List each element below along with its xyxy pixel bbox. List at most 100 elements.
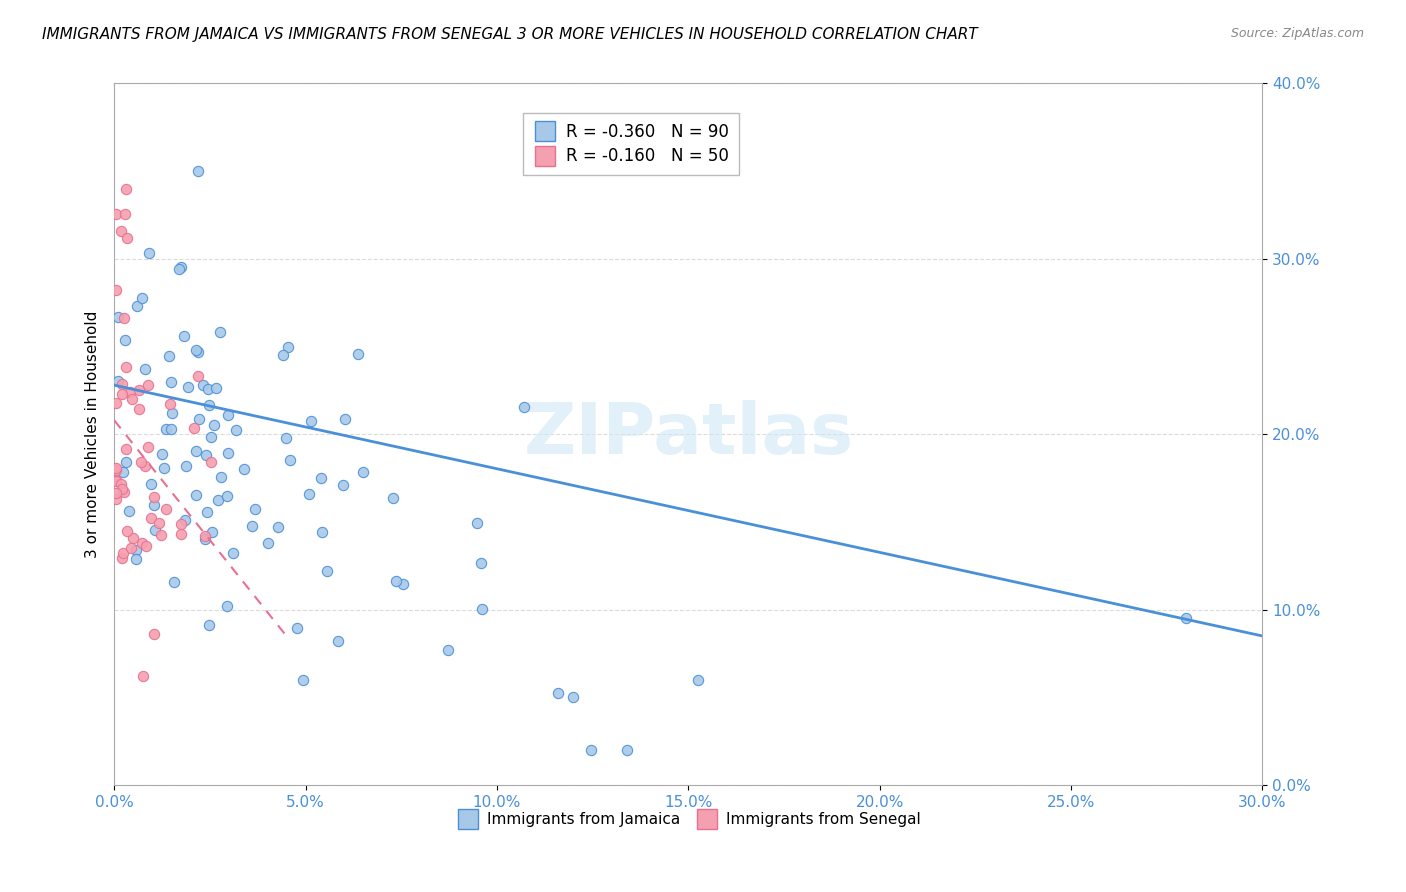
- Point: [139, 511, 162, 525]
- Point: [277, 340, 299, 354]
- Point: [195, 506, 218, 520]
- Point: [183, 421, 205, 435]
- Point: [207, 493, 229, 508]
- Point: [134, 361, 156, 376]
- Point: [200, 430, 222, 444]
- Point: [273, 348, 295, 362]
- Point: [148, 516, 170, 531]
- Point: [328, 634, 350, 648]
- Point: [152, 460, 174, 475]
- Point: [202, 417, 225, 432]
- Point: [392, 577, 415, 591]
- Point: [267, 520, 290, 534]
- Point: [135, 539, 157, 553]
- Point: [136, 378, 159, 392]
- Point: [217, 408, 239, 422]
- Point: [105, 463, 128, 477]
- Point: [311, 524, 333, 539]
- Point: [107, 310, 129, 325]
- Point: [111, 483, 134, 497]
- Point: [205, 381, 228, 395]
- Point: [187, 164, 209, 178]
- Point: [201, 525, 224, 540]
- Point: [1174, 611, 1197, 625]
- Point: [186, 487, 208, 501]
- Point: [173, 328, 195, 343]
- Point: [513, 400, 536, 414]
- Point: [184, 444, 207, 458]
- Point: [122, 531, 145, 545]
- Point: [186, 343, 208, 357]
- Text: ZIPatlas: ZIPatlas: [523, 400, 853, 469]
- Point: [233, 461, 256, 475]
- Point: [112, 310, 135, 325]
- Point: [128, 384, 150, 398]
- Point: [381, 491, 404, 505]
- Point: [278, 453, 301, 467]
- Point: [333, 411, 356, 425]
- Point: [217, 490, 239, 504]
- Point: [120, 384, 142, 399]
- Point: [125, 299, 148, 313]
- Point: [105, 460, 128, 475]
- Point: [195, 448, 218, 462]
- Text: IMMIGRANTS FROM JAMAICA VS IMMIGRANTS FROM SENEGAL 3 OR MORE VEHICLES IN HOUSEHO: IMMIGRANTS FROM JAMAICA VS IMMIGRANTS FR…: [42, 27, 979, 42]
- Point: [197, 383, 219, 397]
- Point: [579, 743, 602, 757]
- Point: [105, 283, 128, 297]
- Point: [143, 498, 166, 512]
- Point: [125, 543, 148, 558]
- Point: [111, 466, 134, 480]
- Point: [217, 446, 239, 460]
- Point: [471, 602, 494, 616]
- Point: [465, 516, 488, 531]
- Point: [197, 398, 219, 412]
- Point: [114, 442, 136, 456]
- Point: [120, 541, 142, 555]
- Point: [114, 484, 136, 499]
- Point: [194, 529, 217, 543]
- Point: [257, 536, 280, 550]
- Point: [114, 455, 136, 469]
- Point: [470, 557, 492, 571]
- Point: [163, 575, 186, 590]
- Point: [332, 478, 354, 492]
- Point: [217, 599, 239, 613]
- Point: [159, 422, 181, 436]
- Point: [187, 369, 209, 384]
- Point: [131, 291, 153, 305]
- Point: [105, 486, 128, 500]
- Point: [200, 455, 222, 469]
- Point: [143, 627, 166, 641]
- Point: [114, 182, 136, 196]
- Point: [111, 377, 134, 392]
- Point: [188, 411, 211, 425]
- Point: [170, 527, 193, 541]
- Point: [105, 207, 128, 221]
- Point: [298, 486, 321, 500]
- Point: [143, 523, 166, 537]
- Point: [209, 326, 232, 340]
- Point: [107, 374, 129, 388]
- Point: [111, 546, 134, 560]
- Point: [170, 260, 193, 275]
- Point: [134, 459, 156, 474]
- Point: [110, 223, 132, 237]
- Point: [142, 490, 165, 504]
- Point: [225, 423, 247, 437]
- Point: [111, 386, 134, 401]
- Point: [547, 686, 569, 700]
- Point: [159, 397, 181, 411]
- Point: [115, 360, 138, 375]
- Point: [125, 552, 148, 566]
- Point: [191, 377, 214, 392]
- Point: [562, 690, 585, 705]
- Point: [150, 447, 173, 461]
- Point: [174, 459, 197, 474]
- Point: [159, 376, 181, 390]
- Point: [385, 574, 408, 589]
- Point: [174, 513, 197, 527]
- Point: [240, 519, 263, 533]
- Point: [167, 262, 190, 277]
- Point: [155, 422, 177, 436]
